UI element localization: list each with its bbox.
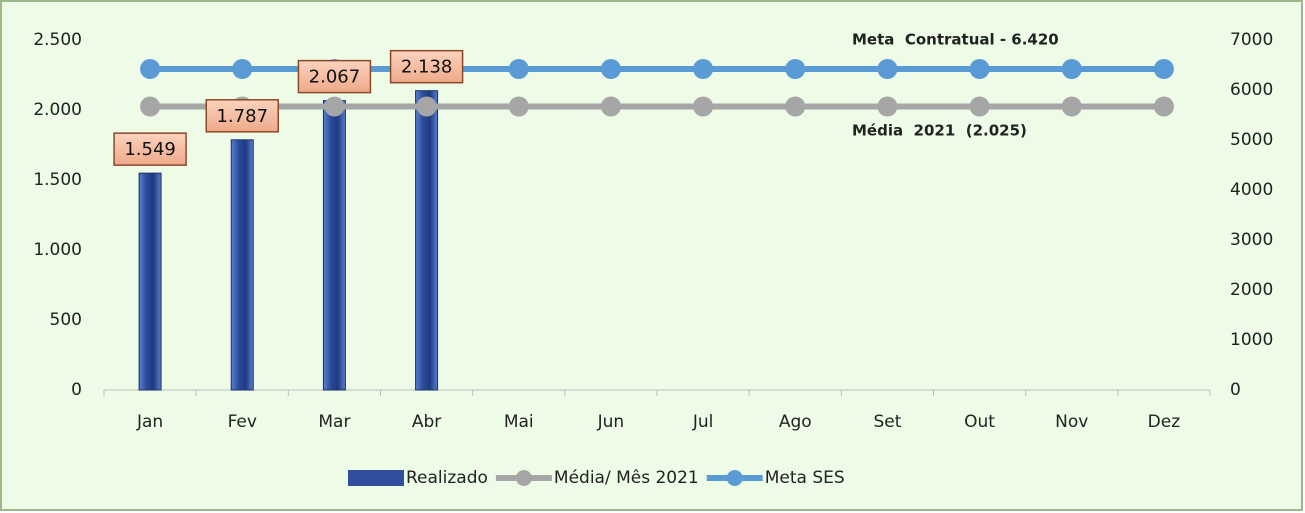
legend-swatch (726, 470, 743, 486)
y-tick-label: 2.500 (33, 30, 82, 50)
value-label-box (113, 132, 187, 166)
line-marker (232, 59, 253, 79)
y2-tick-label: 3000 (1230, 230, 1273, 250)
line-marker (1061, 96, 1082, 117)
line-marker (600, 59, 621, 79)
line-marker (324, 96, 345, 117)
line-marker (693, 96, 714, 117)
y2-tick-label: 1000 (1230, 330, 1273, 350)
line-marker (140, 96, 161, 117)
line-marker (508, 96, 529, 117)
legend-label: Média/ Mês 2021 (554, 468, 699, 488)
value-label-box (205, 99, 279, 133)
y-tick-label: 0 (71, 380, 82, 400)
y2-tick-label: 4000 (1230, 180, 1273, 200)
legend-swatch (348, 470, 404, 486)
x-tick-label: Jun (597, 412, 625, 432)
y-tick-label: 1.000 (33, 240, 82, 260)
value-label: 2.138 (401, 57, 453, 78)
line-marker (969, 96, 990, 117)
bar (230, 139, 254, 391)
bar (322, 100, 346, 391)
line-marker (877, 96, 898, 117)
y2-tick-label: 6000 (1230, 80, 1273, 100)
value-label: 2.067 (309, 67, 361, 88)
x-tick-label: Jul (692, 412, 714, 432)
line-marker (969, 59, 990, 79)
annotation: Meta Contratual - 6.420 (852, 31, 1059, 49)
y2-tick-label: 5000 (1230, 130, 1273, 150)
x-tick-label: Ago (779, 412, 812, 432)
legend-label: Realizado (406, 468, 488, 488)
bar (138, 172, 162, 391)
y2-tick-label: 7000 (1230, 30, 1273, 50)
x-tick-label: Out (964, 412, 995, 432)
line-marker (785, 96, 806, 117)
line-marker (140, 59, 161, 79)
y2-tick-label: 0 (1230, 380, 1241, 400)
x-tick-label: Dez (1148, 412, 1181, 432)
bar (415, 90, 439, 391)
line-marker (1061, 59, 1082, 79)
x-tick-label: Mai (504, 412, 534, 432)
x-tick-label: Mar (318, 412, 350, 432)
y-tick-label: 2.000 (33, 100, 82, 120)
y-tick-label: 1.500 (33, 170, 82, 190)
x-tick-label: Fev (228, 412, 257, 432)
y2-tick-label: 2000 (1230, 280, 1273, 300)
annotation: Média 2021 (2.025) (852, 122, 1027, 140)
x-tick-label: Abr (412, 412, 441, 432)
legend-swatch (515, 470, 532, 486)
line-marker (693, 59, 714, 79)
line-marker (508, 59, 529, 79)
line-marker (877, 59, 898, 79)
line-marker (1153, 96, 1174, 117)
line-marker (600, 96, 621, 117)
line-marker (416, 96, 437, 117)
x-tick-label: Nov (1055, 412, 1088, 432)
line-marker (1153, 59, 1174, 79)
value-label-box (297, 59, 372, 94)
value-label-box (389, 49, 464, 84)
y-tick-label: 500 (50, 310, 82, 330)
x-tick-label: Set (873, 412, 901, 432)
legend-label: Meta SES (765, 468, 845, 488)
value-label: 1.549 (124, 139, 176, 160)
value-label: 1.787 (216, 106, 268, 127)
x-tick-label: Jan (136, 412, 163, 432)
line-marker (785, 59, 806, 79)
